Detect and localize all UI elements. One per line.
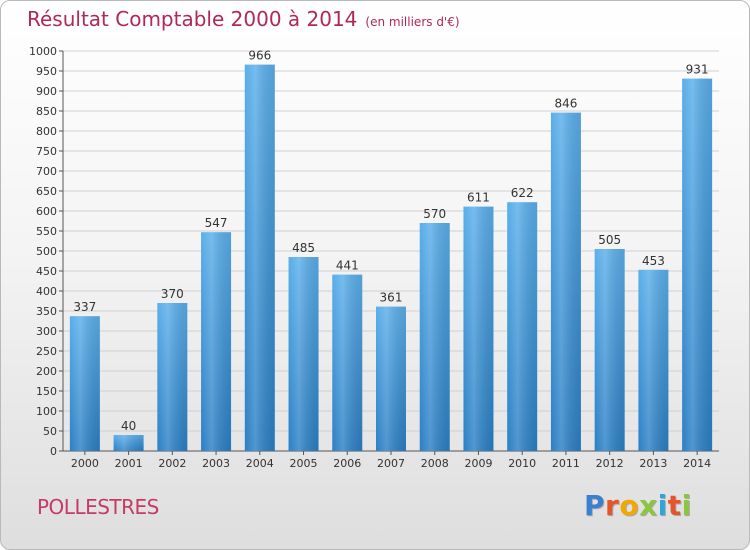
- x-tick-label: 2012: [596, 457, 624, 470]
- y-tick-label: 700: [36, 165, 57, 178]
- bar-value-label: 611: [467, 191, 490, 205]
- y-tick-label: 950: [36, 65, 57, 78]
- chart-title-text: Résultat Comptable 2000 à 2014: [27, 7, 358, 31]
- bar-value-label: 622: [511, 186, 534, 200]
- y-tick-label: 50: [43, 425, 57, 438]
- logo-letter: i: [681, 489, 692, 522]
- bar-shine: [69, 316, 100, 451]
- y-tick-label: 450: [36, 265, 57, 278]
- axes: 0 50 100 150 200 250 300 350 400 450 500 550 600 650 7…: [29, 45, 719, 470]
- bar-shine: [638, 269, 669, 451]
- x-tick-label: 2014: [683, 457, 711, 470]
- y-tick-label: 500: [36, 245, 57, 258]
- y-tick-label: 300: [36, 325, 57, 338]
- bar-value-label: 570: [423, 207, 446, 221]
- bar-value-label: 40: [121, 419, 136, 433]
- x-tick-label: 2007: [377, 457, 405, 470]
- x-tick-label: 2009: [464, 457, 492, 470]
- chart-subtitle: (en milliers d'€): [365, 15, 460, 29]
- x-tick-label: 2006: [333, 457, 361, 470]
- bar-value-label: 931: [686, 63, 709, 77]
- bar-shine: [550, 112, 581, 451]
- x-tick-label: 2008: [421, 457, 449, 470]
- bar-shine: [463, 206, 494, 451]
- bar-shine: [376, 306, 406, 451]
- x-tick-label: 2005: [290, 457, 318, 470]
- x-tick-label: 2013: [639, 457, 667, 470]
- bar-value-label: 337: [73, 300, 96, 314]
- y-tick-label: 100: [36, 405, 57, 418]
- bar-shine: [113, 435, 144, 451]
- y-tick-label: 250: [36, 345, 57, 358]
- logo-letter: x: [639, 489, 658, 522]
- y-tick-label: 850: [36, 105, 57, 118]
- y-tick-label: 200: [36, 365, 57, 378]
- y-tick-label: 350: [36, 305, 57, 318]
- bar-shine: [157, 303, 188, 451]
- data-labels: 337 40 370 547 966 485 441 361 570 611 622 846 505 45…: [73, 49, 708, 433]
- place-name: POLLESTRES: [37, 495, 159, 519]
- y-tick-label: 0: [50, 445, 57, 458]
- x-tick-label: 2002: [158, 457, 186, 470]
- bar-shine: [288, 257, 319, 451]
- bar-shine: [332, 274, 363, 451]
- x-tick-label: 2001: [115, 457, 143, 470]
- x-tick-label: 2003: [202, 457, 230, 470]
- x-tick-label: 2004: [246, 457, 274, 470]
- proxiti-logo: Proxiti: [584, 489, 692, 522]
- logo-letter: o: [619, 489, 640, 522]
- bars: [69, 64, 713, 451]
- chart-title: Résultat Comptable 2000 à 2014 (en millie…: [27, 7, 460, 31]
- x-tick-label: 2000: [71, 457, 99, 470]
- bar-value-label: 547: [205, 216, 228, 230]
- x-tick-label: 2010: [508, 457, 536, 470]
- bar-value-label: 453: [642, 254, 665, 268]
- x-tick-label: 2011: [552, 457, 580, 470]
- y-tick-label: 1000: [29, 45, 57, 58]
- y-tick-label: 400: [36, 285, 57, 298]
- y-tick-label: 650: [36, 185, 57, 198]
- y-tick-label: 750: [36, 145, 57, 158]
- y-tick-label: 800: [36, 125, 57, 138]
- bar-shine: [201, 232, 232, 451]
- bar-value-label: 361: [380, 291, 403, 305]
- bar-value-label: 846: [554, 97, 577, 111]
- bar-shine: [682, 78, 713, 451]
- logo-letter: P: [584, 489, 606, 522]
- bar-shine: [244, 64, 275, 451]
- y-tick-label: 900: [36, 85, 57, 98]
- bar-shine: [507, 202, 538, 451]
- bar-shine: [419, 223, 450, 451]
- bar-value-label: 505: [598, 233, 621, 247]
- logo-letter: i: [657, 489, 668, 522]
- bar-value-label: 441: [336, 259, 359, 273]
- bar-value-label: 485: [292, 241, 315, 255]
- bar-shine: [594, 249, 625, 451]
- y-tick-label: 600: [36, 205, 57, 218]
- y-tick-label: 550: [36, 225, 57, 238]
- y-tick-label: 150: [36, 385, 57, 398]
- bar-value-label: 370: [161, 287, 184, 301]
- logo-letter: t: [667, 489, 682, 522]
- logo-letter: r: [605, 489, 620, 522]
- bar-value-label: 966: [248, 49, 271, 63]
